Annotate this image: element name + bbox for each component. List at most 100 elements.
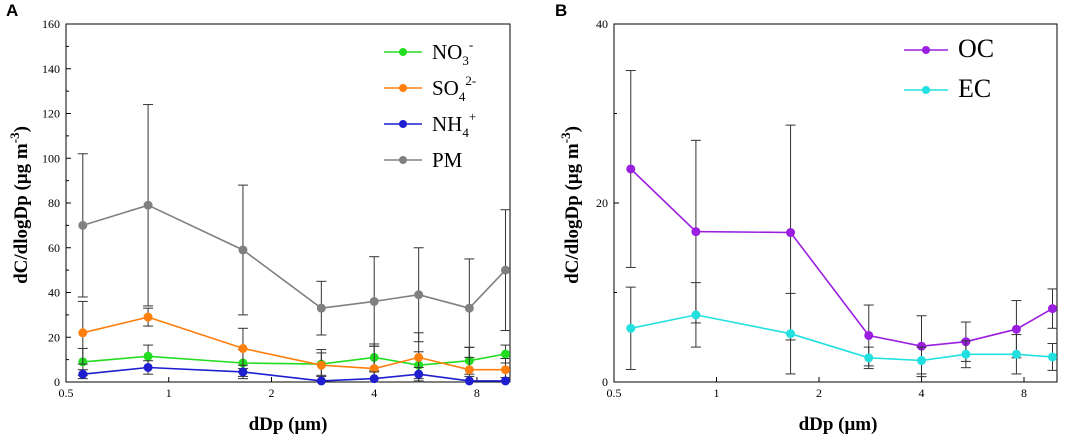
series-line [82,204,507,310]
legend-label-base: OC [958,34,994,63]
legend-swatch-marker [922,86,930,94]
data-point [691,227,701,237]
data-point [500,349,510,359]
panel-b: B 0 20 40 0.5 1 2 4 8 dDp (μm) dC/dlogDp (μg m-… [555,1,1058,435]
panel-a-plot-area: 0 20 40 60 80 100 120 140 160 0.5 1 2 4 8 [42,17,511,400]
data-point [369,296,379,306]
data-point [464,303,474,313]
x-tick-label: 1 [166,386,172,400]
panel-a-x-axis-title: dDp (μm) [249,414,328,435]
legend-label: SO42- [432,73,476,104]
data-point [78,328,88,338]
data-point [143,200,153,210]
data-point [316,360,326,370]
data-point [500,365,510,375]
series-oc [625,70,1058,378]
legend-label: EC [958,74,991,103]
series-line [630,314,1053,362]
legend-entry-nh4: NH4+ [384,109,476,140]
y-tick-label: 40 [596,17,608,31]
x-tick-label: 8 [474,386,480,400]
data-point [238,343,248,353]
data-point [500,265,510,275]
panel-a-y-axis-title: dC/dlogDp (μg m-3) [7,126,32,284]
data-point [316,303,326,313]
data-point [500,376,510,386]
y-tick-label: 40 [48,286,60,300]
series-line [630,168,1053,348]
data-point [864,330,874,340]
data-point [961,349,971,359]
y-tick-label: 140 [42,62,60,76]
legend-label-base: PM [432,148,463,172]
series-line [82,366,506,382]
series-nh4 [77,360,511,386]
series-pm [77,104,511,358]
x-tick-label: 1 [714,386,720,400]
x-tick-label: 8 [1021,386,1027,400]
series-ec [625,282,1058,375]
series-line [82,316,506,371]
legend-swatch-marker [399,48,407,56]
data-point [691,310,701,320]
data-point [864,353,874,363]
data-point [626,164,636,174]
panel-b-letter: B [555,1,567,20]
y-tick-label: 160 [42,17,60,31]
legend-swatch-marker [399,84,407,92]
legend-label: PM [432,148,463,172]
data-point [1011,349,1021,359]
data-point [369,374,379,384]
legend-swatch-marker [399,156,407,164]
data-point [917,356,927,366]
y-tick-label: 20 [48,330,60,344]
data-point [143,351,153,361]
legend-entry-so42: SO42- [384,73,476,104]
data-point [78,369,88,379]
data-point [626,323,636,333]
data-point [1047,304,1057,314]
x-tick-label: 2 [816,386,822,400]
legend-label-sup: 2- [465,73,476,88]
data-point [238,245,248,255]
data-point [143,312,153,322]
data-point [369,364,379,374]
series-no3 [77,343,511,380]
legend-entry-no3: NO3- [384,37,473,68]
y-tick-label: 20 [596,196,608,210]
legend-label: NO3- [432,37,473,68]
legend-label-base: EC [958,74,991,103]
data-point [316,376,326,386]
legend-label-base: NH [432,112,462,136]
legend-label-sub: 4 [462,125,469,140]
legend-entry-ec: EC [904,74,991,103]
data-point [786,329,796,339]
data-point [238,367,248,377]
y-tick-label: 120 [42,107,60,121]
legend-label-sup: - [469,37,473,52]
legend-label-sub: 3 [462,53,469,68]
legend-swatch-marker [399,120,407,128]
legend-swatch-marker [922,46,930,54]
y-tick-label: 60 [48,241,60,255]
x-tick-label: 4 [919,386,925,400]
legend-label: OC [958,34,994,63]
data-point [143,362,153,372]
data-point [414,290,424,300]
x-tick-label: 4 [371,386,377,400]
panel-b-x-axis-title: dDp (μm) [799,414,878,435]
panel-b-plot-area: 0 20 40 0.5 1 2 4 8 [596,17,1058,400]
legend-entry-oc: OC [904,34,994,63]
panel-a-letter: A [6,1,18,20]
data-point [464,365,474,375]
data-point [414,369,424,379]
data-point [414,352,424,362]
y-tick-label: 80 [48,196,60,210]
legend-label: NH4+ [432,109,476,140]
data-point [1011,324,1021,334]
panel-a-legend: NO3- SO42- NH4+ PM [384,37,476,172]
legend-entry-pm: PM [384,148,463,172]
series-line [82,353,506,367]
